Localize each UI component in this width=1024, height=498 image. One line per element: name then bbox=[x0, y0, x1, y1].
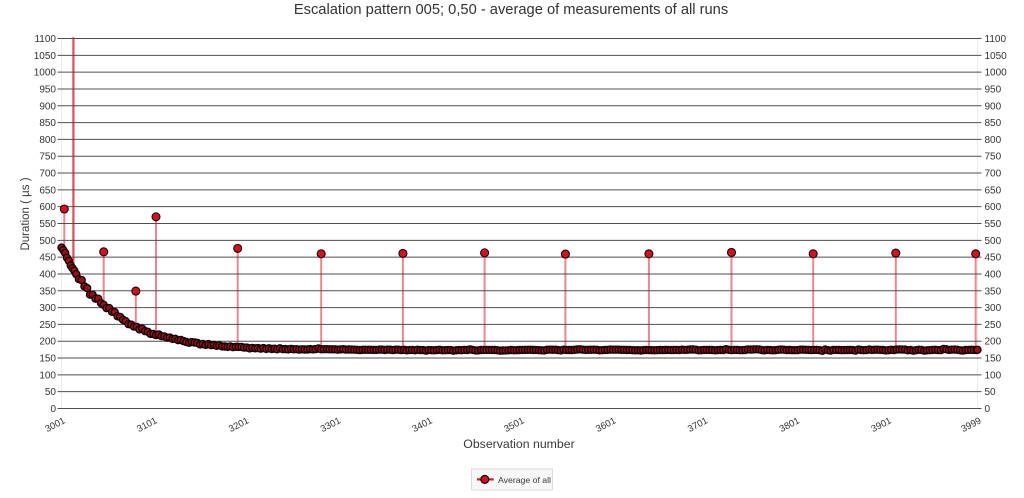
svg-text:100: 100 bbox=[985, 370, 1002, 381]
svg-text:200: 200 bbox=[985, 337, 1002, 348]
svg-text:600: 600 bbox=[985, 202, 1002, 213]
svg-text:50: 50 bbox=[985, 387, 997, 398]
svg-text:850: 850 bbox=[39, 118, 56, 129]
svg-text:950: 950 bbox=[985, 84, 1002, 95]
svg-text:950: 950 bbox=[39, 84, 56, 95]
svg-text:450: 450 bbox=[39, 253, 56, 264]
svg-text:550: 550 bbox=[985, 219, 1002, 230]
svg-text:0: 0 bbox=[985, 404, 991, 415]
svg-text:750: 750 bbox=[39, 152, 56, 163]
svg-text:1050: 1050 bbox=[985, 51, 1008, 62]
svg-text:300: 300 bbox=[985, 303, 1002, 314]
svg-text:1000: 1000 bbox=[985, 68, 1008, 79]
svg-text:300: 300 bbox=[39, 303, 56, 314]
svg-text:600: 600 bbox=[39, 202, 56, 213]
svg-text:350: 350 bbox=[985, 286, 1002, 297]
svg-text:900: 900 bbox=[39, 101, 56, 112]
svg-text:250: 250 bbox=[985, 320, 1002, 331]
svg-text:150: 150 bbox=[985, 354, 1002, 365]
svg-text:1100: 1100 bbox=[985, 34, 1007, 45]
svg-text:650: 650 bbox=[985, 185, 1002, 196]
svg-text:800: 800 bbox=[39, 135, 56, 146]
svg-text:700: 700 bbox=[39, 169, 56, 180]
svg-text:Duration ( µs ): Duration ( µs ) bbox=[20, 177, 32, 250]
svg-text:1100: 1100 bbox=[34, 34, 56, 45]
svg-text:750: 750 bbox=[985, 152, 1002, 163]
svg-text:800: 800 bbox=[985, 135, 1002, 146]
svg-text:1000: 1000 bbox=[34, 68, 57, 79]
svg-text:Escalation pattern 005; 0,50 -: Escalation pattern 005; 0,50 - average o… bbox=[294, 2, 728, 18]
svg-text:550: 550 bbox=[39, 219, 56, 230]
svg-text:450: 450 bbox=[985, 253, 1002, 264]
svg-text:100: 100 bbox=[39, 370, 56, 381]
svg-text:400: 400 bbox=[985, 269, 1002, 280]
svg-text:250: 250 bbox=[39, 320, 56, 331]
svg-text:400: 400 bbox=[39, 269, 56, 280]
svg-text:Observation number: Observation number bbox=[463, 437, 574, 451]
svg-text:350: 350 bbox=[39, 286, 56, 297]
svg-text:500: 500 bbox=[39, 236, 56, 247]
svg-text:850: 850 bbox=[985, 118, 1002, 129]
svg-text:900: 900 bbox=[985, 101, 1002, 112]
svg-text:50: 50 bbox=[45, 387, 57, 398]
svg-text:650: 650 bbox=[39, 185, 56, 196]
svg-text:700: 700 bbox=[985, 169, 1002, 180]
svg-text:500: 500 bbox=[985, 236, 1002, 247]
svg-text:1050: 1050 bbox=[34, 51, 57, 62]
svg-text:0: 0 bbox=[50, 404, 56, 415]
svg-text:150: 150 bbox=[39, 354, 56, 365]
svg-text:200: 200 bbox=[39, 337, 56, 348]
svg-text:Average of all: Average of all bbox=[498, 475, 551, 485]
